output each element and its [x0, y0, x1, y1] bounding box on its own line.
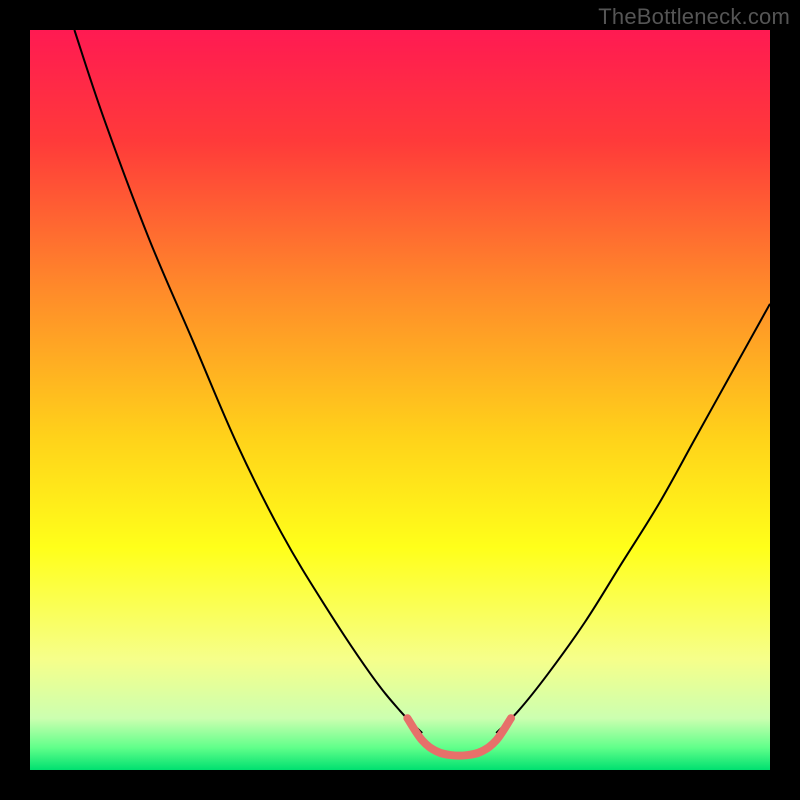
- chart-container: TheBottleneck.com: [0, 0, 800, 800]
- watermark-text: TheBottleneck.com: [598, 4, 790, 30]
- plot-background: [30, 30, 770, 770]
- bottleneck-curve-chart: [0, 0, 800, 800]
